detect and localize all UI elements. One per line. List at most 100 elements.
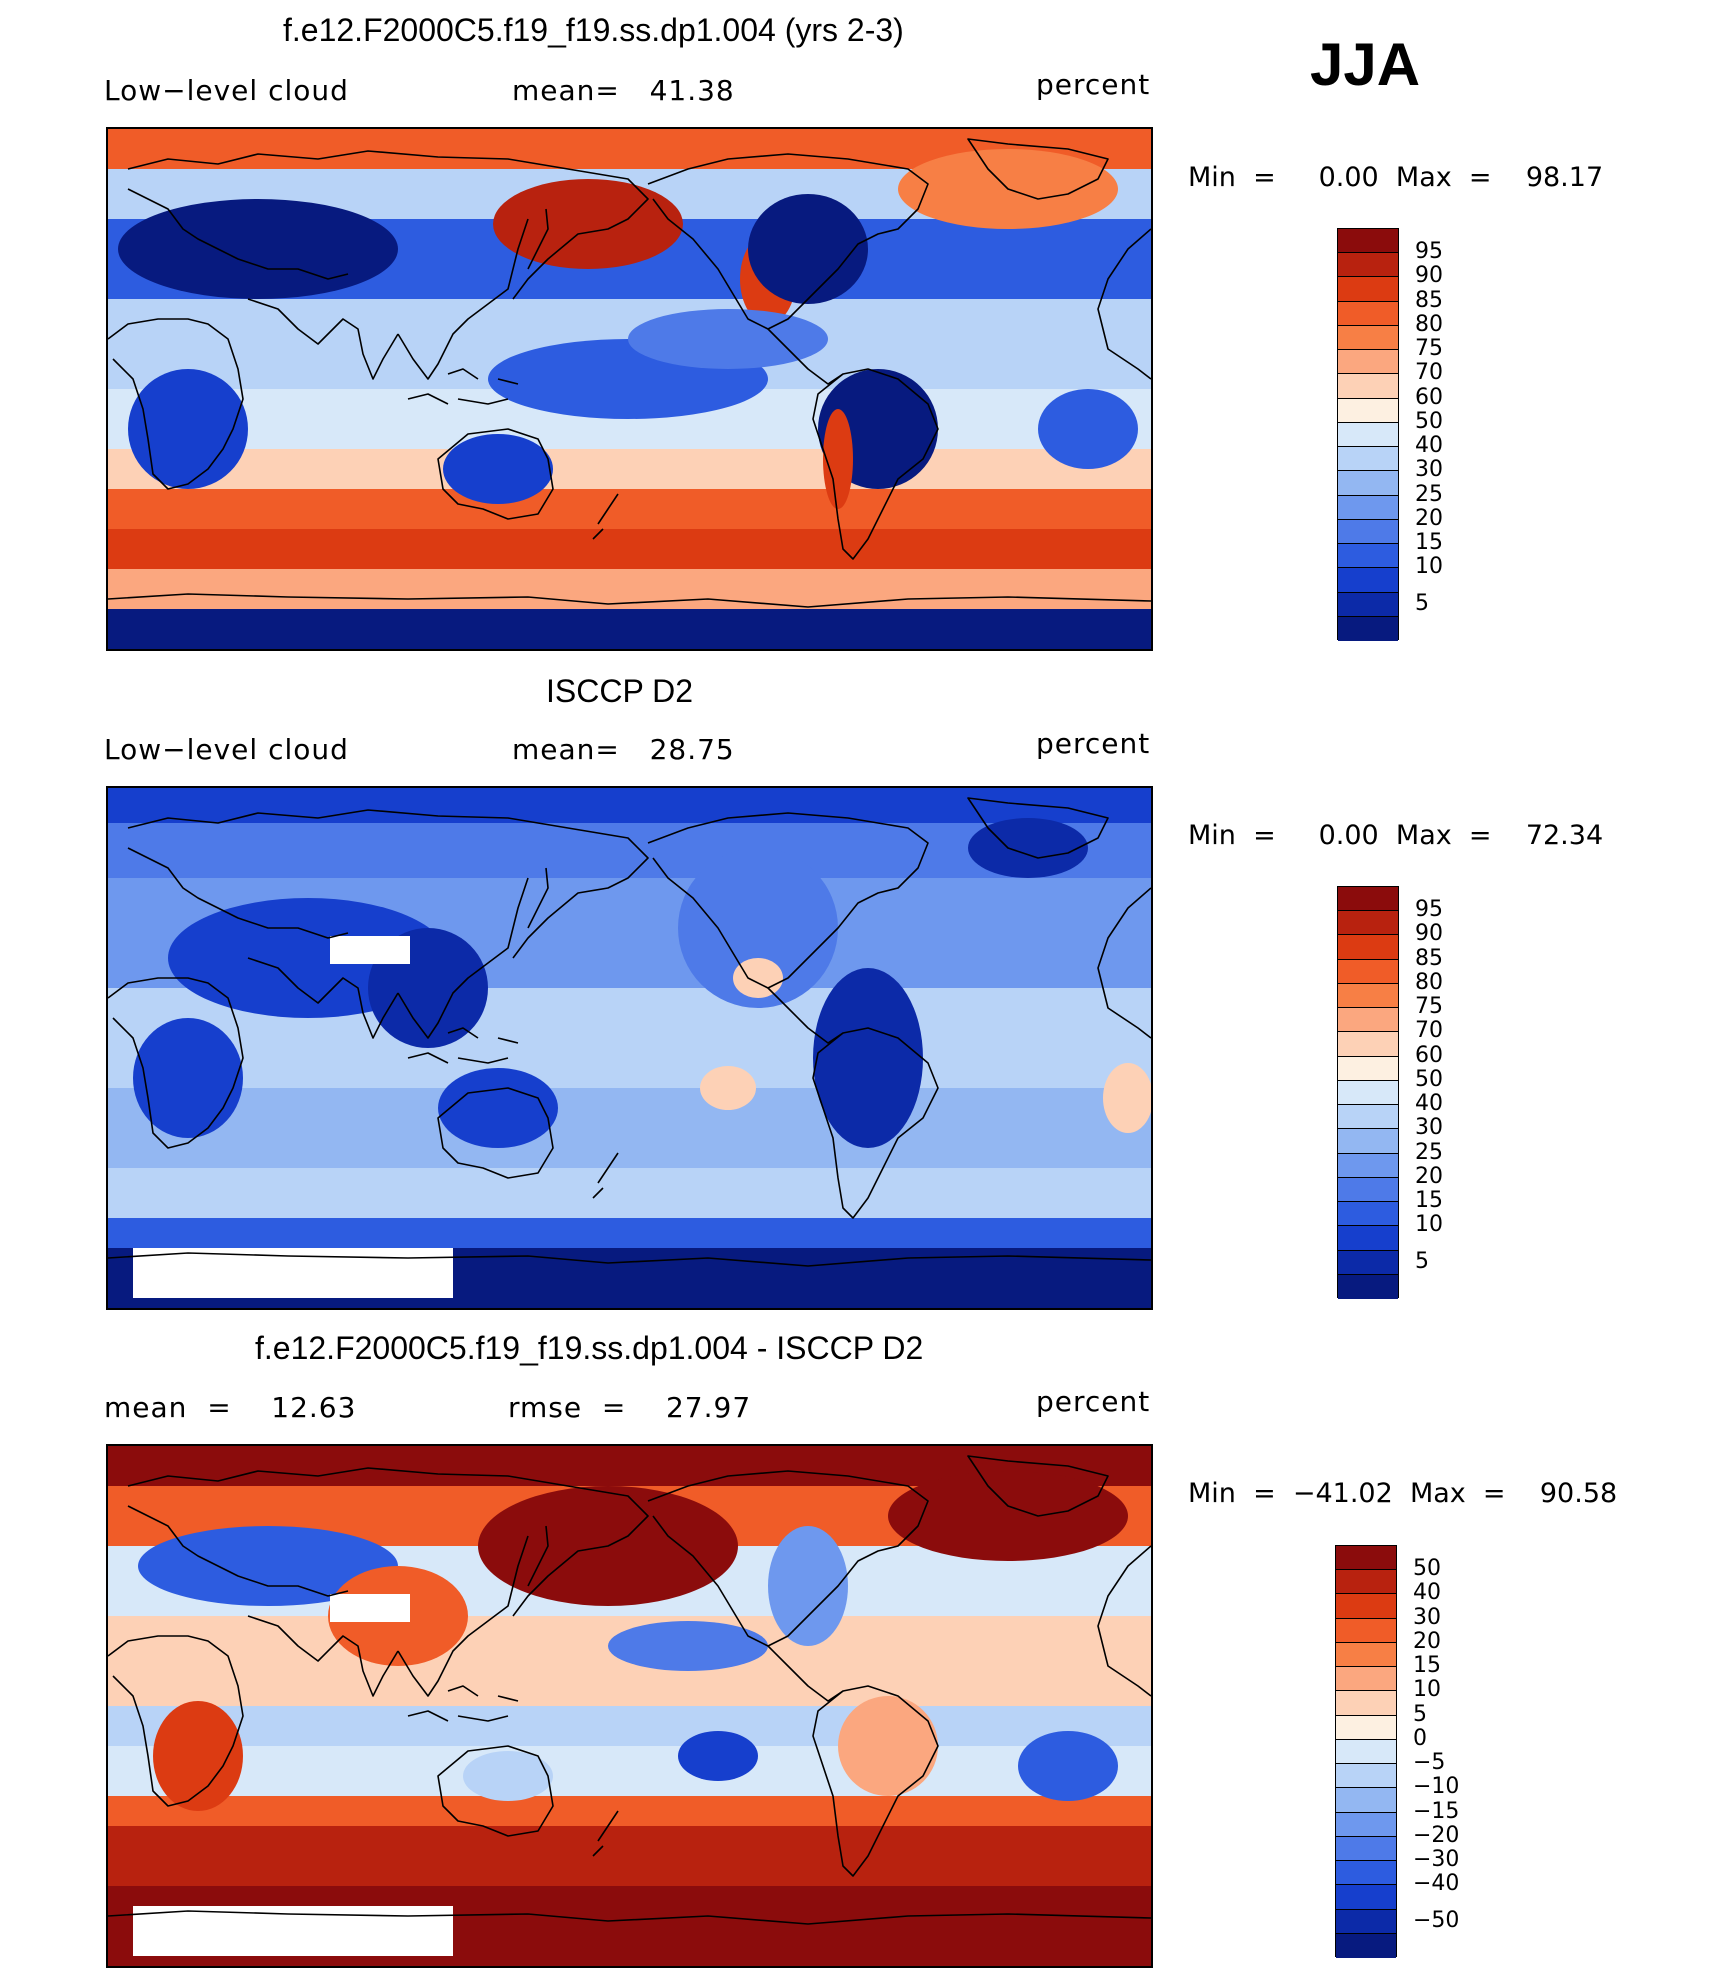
cloud-band <box>108 1826 1151 1886</box>
coastline-segment <box>812 368 939 560</box>
coastline-segment <box>647 153 929 330</box>
colorbar-swatch <box>1338 1008 1398 1033</box>
colorbar-swatch <box>1338 568 1398 593</box>
cloud-band <box>108 1796 1151 1826</box>
panel-3-title: f.e12.F2000C5.f19_f19.ss.dp1.004 - ISCCP… <box>255 1330 924 1366</box>
colorbar-tick-label: 95 <box>1415 897 1443 923</box>
cloud-anomaly-region <box>443 434 553 504</box>
panel-2-map <box>106 786 1153 1310</box>
colorbar-swatch <box>1338 959 1398 984</box>
cloud-anomaly-region <box>838 1696 938 1796</box>
colorbar-tick-label: −5 <box>1413 1750 1446 1776</box>
coastline-segment <box>397 1535 529 1697</box>
colorbar-tick-label: 10 <box>1415 554 1443 580</box>
cloud-anomaly-region <box>748 194 868 304</box>
colorbar-tick-label: 5 <box>1415 590 1429 616</box>
coastline-segment <box>247 1615 399 1697</box>
coastline-segment <box>127 1505 349 1597</box>
coastline-segment <box>397 218 529 380</box>
colorbar-swatch <box>1336 1546 1396 1571</box>
coastline-segment <box>767 328 844 385</box>
cloud-band <box>108 1088 1151 1168</box>
colorbar-swatch <box>1336 1764 1396 1789</box>
coastline-segment <box>767 987 844 1044</box>
coastline-segment <box>967 1455 1109 1517</box>
coastline-segment <box>407 368 519 405</box>
panel-2-title: ISCCP D2 <box>546 673 694 709</box>
cloud-band <box>108 1168 1151 1218</box>
panel-2-map-field <box>108 788 1151 1308</box>
cloud-anomaly-region <box>733 958 783 998</box>
coastline-segment <box>127 1467 649 1617</box>
colorbar-tick-label: 80 <box>1415 969 1443 995</box>
coastline-segment <box>407 1685 519 1722</box>
coastline-segment <box>437 1087 554 1179</box>
colorbar-swatch <box>1336 1836 1396 1862</box>
cloud-anomaly-region <box>1103 1063 1151 1133</box>
cloud-anomaly-region <box>888 1471 1128 1561</box>
cloud-anomaly-region <box>118 199 398 299</box>
cloud-anomaly-region <box>128 369 248 489</box>
coastline-segment <box>127 809 649 959</box>
colorbar-tick-label: 60 <box>1415 384 1443 410</box>
colorbar-tick-label: 20 <box>1413 1628 1441 1654</box>
panel-2-mean-label: mean= 28.75 <box>512 733 735 766</box>
colorbar-swatch <box>1338 495 1398 520</box>
panel-1-variable-label: Low−level cloud <box>104 74 349 107</box>
colorbar-tick-label: 30 <box>1415 1115 1443 1141</box>
colorbar-tick-label: −10 <box>1413 1774 1460 1800</box>
colorbar-swatch <box>1338 911 1398 936</box>
colorbar-tick-label: 40 <box>1415 433 1443 459</box>
panel-3-map <box>106 1444 1153 1968</box>
cloud-band <box>108 788 1151 823</box>
coastline-segment <box>397 877 529 1039</box>
colorbar-tick-label: 70 <box>1415 360 1443 386</box>
colorbar-swatch <box>1338 935 1398 960</box>
colorbar-swatch <box>1338 229 1398 254</box>
colorbar-swatch <box>1336 1885 1396 1910</box>
coastline-segment <box>127 847 349 939</box>
colorbar-swatch <box>1338 447 1398 472</box>
cloud-band <box>108 1218 1151 1248</box>
colorbar-swatch <box>1338 887 1398 912</box>
colorbar-tick-label: 20 <box>1415 1163 1443 1189</box>
coastline-segment <box>767 1645 844 1702</box>
coastline-segment <box>812 1027 939 1219</box>
coastline-segment <box>592 1810 619 1857</box>
colorbar-tick-label: 50 <box>1413 1556 1441 1582</box>
colorbar-tick-label: 75 <box>1415 994 1443 1020</box>
cloud-band <box>108 489 1151 529</box>
missing-data-mask <box>330 1594 410 1622</box>
coastline-segment <box>647 1470 929 1647</box>
panel-1-minmax: Min = 0.00 Max = 98.17 <box>1188 162 1604 193</box>
colorbar-tick-label: 15 <box>1415 1188 1443 1214</box>
colorbar-swatch <box>1336 1739 1396 1765</box>
colorbar-swatch <box>1338 983 1398 1009</box>
colorbar-tick-label: 60 <box>1415 1042 1443 1068</box>
cloud-band <box>108 529 1151 569</box>
coastline-segment <box>812 1685 939 1877</box>
cloud-anomaly-region <box>813 968 923 1148</box>
cloud-anomaly-region <box>153 1701 243 1811</box>
panel-2-minmax: Min = 0.00 Max = 72.34 <box>1188 820 1604 851</box>
colorbar-tick-label: 95 <box>1415 239 1443 265</box>
panel-2-units-label: percent <box>1036 727 1151 760</box>
colorbar-tick-label: 40 <box>1413 1580 1441 1606</box>
coastline-segment <box>527 208 549 270</box>
colorbar-swatch <box>1336 1570 1396 1595</box>
coastline-segment <box>437 1745 554 1837</box>
colorbar-swatch <box>1338 519 1398 545</box>
cloud-anomaly-region <box>678 1731 758 1781</box>
colorbar-swatch <box>1338 1202 1398 1227</box>
colorbar-tick-label: 15 <box>1413 1653 1441 1679</box>
coastline-segment <box>527 1525 549 1587</box>
colorbar-tick-label: 90 <box>1415 263 1443 289</box>
coastline-segment <box>967 797 1109 859</box>
colorbar-tick-label: 0 <box>1413 1725 1427 1751</box>
colorbar-tick-label: −15 <box>1413 1798 1460 1824</box>
colorbar-tick-label: 85 <box>1415 945 1443 971</box>
colorbar-swatch <box>1338 350 1398 375</box>
colorbar-swatch <box>1338 1105 1398 1130</box>
panel-3-units-label: percent <box>1036 1385 1151 1418</box>
colorbar-tick-label: −40 <box>1413 1871 1460 1897</box>
